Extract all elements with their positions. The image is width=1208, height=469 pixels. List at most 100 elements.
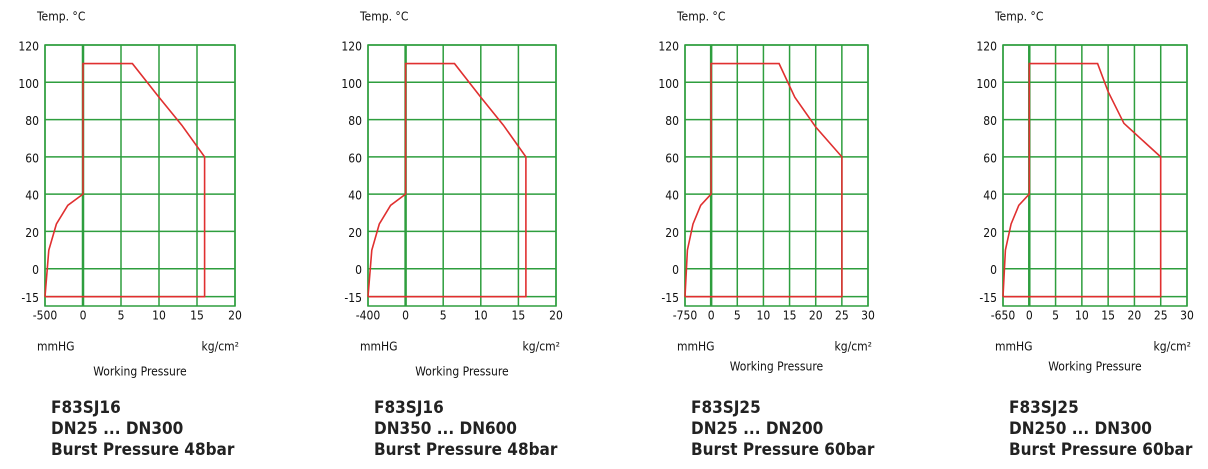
y-tick-label: 0 [990,263,997,277]
chart-panel: -15 0 20 40 60 80 100 120 -400 0 5 10 15 20 Temp. °C mm… [341,10,563,461]
x-unit-left: mmHG [37,340,75,354]
caption-line: F83SJ16 [51,398,121,418]
caption-line: Burst Pressure 60bar [1009,440,1193,460]
y-tick-label: 80 [665,114,679,128]
y-tick-label: 120 [341,40,362,54]
data-line [44,62,206,298]
y-tick-label: 120 [976,40,997,54]
x-tick-label: 30 [861,309,875,323]
x-tick-label: 20 [228,309,242,323]
caption-line: Burst Pressure 60bar [691,440,875,460]
data-line [684,62,843,298]
x-unit-right: kg/cm² [834,340,872,354]
caption-line: Burst Pressure 48bar [374,440,558,460]
caption-line: DN350 ... DN600 [374,419,517,439]
y-tick-label: 20 [665,226,679,240]
y-tick-label: 40 [25,189,39,203]
x-tick-label: -650 [991,309,1016,323]
y-axis-label: Temp. °C [676,10,725,24]
y-tick-label: 60 [665,151,679,165]
y-tick-label: 20 [983,226,997,240]
x-tick-label: -500 [33,309,58,323]
x-unit-right: kg/cm² [201,340,239,354]
x-tick-label: 0 [80,309,87,323]
y-tick-label: 20 [348,226,362,240]
y-axis-label: Temp. °C [36,10,85,24]
caption-line: F83SJ25 [691,398,761,418]
chart-panel: -15 0 20 40 60 80 100 120 -650 0 5 10 15 20 25 30 Temp. … [976,10,1194,461]
caption-line: DN25 ... DN300 [51,419,183,439]
x-tick-label: 25 [835,309,849,323]
chart-panel: -15 0 20 40 60 80 100 120 -500 0 5 10 15 20 Temp. °C mm… [18,10,242,461]
y-tick-label: 20 [25,226,39,240]
x-unit-left: mmHG [677,340,715,354]
x-tick-label: 10 [1075,309,1089,323]
y-tick-label: 60 [983,151,997,165]
x-tick-label: 15 [1101,309,1115,323]
y-tick-label: -15 [21,291,39,305]
plot-frame [1002,44,1188,307]
x-tick-label: 5 [734,309,741,323]
x-tick-label: -750 [673,309,698,323]
y-tick-label: 80 [348,114,362,128]
x-axis-label: Working Pressure [415,365,509,379]
x-tick-label: 0 [708,309,715,323]
caption-line: F83SJ25 [1009,398,1079,418]
y-tick-label: 80 [983,114,997,128]
x-tick-label: 15 [190,309,204,323]
x-unit-left: mmHG [360,340,398,354]
plot-frame [367,44,557,307]
x-tick-label: -400 [356,309,381,323]
caption-line: DN250 ... DN300 [1009,419,1152,439]
y-tick-label: -15 [979,291,997,305]
data-line [367,62,527,298]
x-axis-label: Working Pressure [1048,360,1142,374]
y-axis-label: Temp. °C [359,10,408,24]
x-axis-label: Working Pressure [730,360,824,374]
y-tick-label: 80 [25,114,39,128]
y-tick-label: 120 [658,40,679,54]
x-tick-label: 5 [118,309,125,323]
x-unit-right: kg/cm² [522,340,560,354]
y-tick-label: -15 [661,291,679,305]
plot-frame [684,44,869,307]
x-tick-label: 30 [1180,309,1194,323]
x-tick-label: 10 [152,309,166,323]
y-tick-label: 100 [341,77,362,91]
x-tick-label: 25 [1154,309,1168,323]
x-tick-label: 15 [512,309,526,323]
x-tick-label: 5 [440,309,447,323]
caption-line: DN25 ... DN200 [691,419,823,439]
y-axis-label: Temp. °C [994,10,1043,24]
x-axis-label: Working Pressure [93,365,187,379]
y-tick-label: 120 [18,40,39,54]
y-tick-label: 0 [355,263,362,277]
y-tick-label: 0 [672,263,679,277]
caption-line: F83SJ16 [374,398,444,418]
y-tick-label: 60 [25,151,39,165]
plot-frame [44,44,236,307]
x-unit-left: mmHG [995,340,1033,354]
x-tick-label: 0 [402,309,409,323]
x-tick-label: 0 [1026,309,1033,323]
data-line [1002,62,1162,298]
x-tick-label: 20 [809,309,823,323]
y-tick-label: 100 [658,77,679,91]
y-tick-label: 40 [665,189,679,203]
y-tick-label: 40 [348,189,362,203]
y-tick-label: 60 [348,151,362,165]
x-tick-label: 20 [549,309,563,323]
x-tick-label: 15 [783,309,797,323]
y-tick-label: 100 [976,77,997,91]
x-tick-label: 20 [1128,309,1142,323]
chart-panel: -15 0 20 40 60 80 100 120 -750 0 5 10 15 20 25 30 Temp. … [658,10,875,461]
y-tick-label: 0 [32,263,39,277]
caption-line: Burst Pressure 48bar [51,440,235,460]
x-tick-label: 5 [1052,309,1059,323]
x-unit-right: kg/cm² [1153,340,1191,354]
x-tick-label: 10 [474,309,488,323]
y-tick-label: 40 [983,189,997,203]
y-tick-label: -15 [344,291,362,305]
